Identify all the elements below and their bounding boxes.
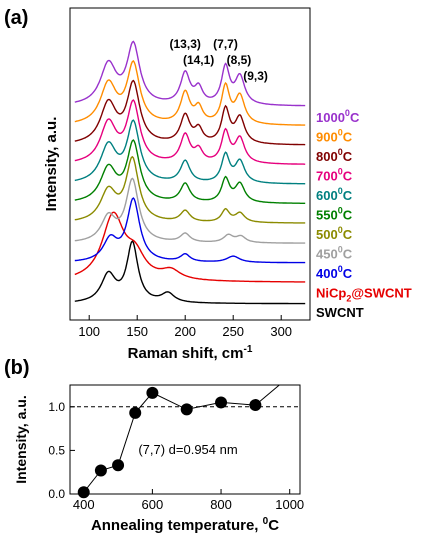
data-line <box>83 385 281 493</box>
data-point <box>77 486 90 499</box>
series-label-name: SWCNT <box>316 305 364 320</box>
spectrum-NiCp <box>74 211 306 283</box>
series-label-sup: 0 <box>338 147 343 157</box>
x-tick-label: 150 <box>126 324 148 339</box>
panel-b-chart: 400 600 800 1000 0.0 0.5 1.0 Annealing temperat… <box>13 384 304 534</box>
spectrum-900 <box>74 60 306 126</box>
x-tick-label: 300 <box>270 324 292 339</box>
series-label-name: NiCp <box>316 286 346 301</box>
series-label-name: 1000 <box>316 110 345 125</box>
y-tick-label: 1.0 <box>48 400 65 414</box>
plot-b-frame <box>69 384 301 495</box>
x-tick-label: 100 <box>78 324 100 339</box>
series-label: 10000C <box>316 108 360 125</box>
peak-annotation: (7,7) <box>213 37 238 51</box>
data-point <box>129 406 142 419</box>
data-point <box>146 386 159 399</box>
spectrum-500 <box>74 155 306 224</box>
series-label: 8000C <box>316 147 353 164</box>
y-tick-label: 0.5 <box>48 443 65 457</box>
data-point <box>94 464 107 477</box>
x-tick-label: 400 <box>73 497 95 512</box>
series-label-sup: 0 <box>338 206 343 216</box>
x-tick-label: 250 <box>222 324 244 339</box>
series-label: 4000C <box>316 264 353 281</box>
series-label-name: 400 <box>316 266 338 281</box>
spectrum-600 <box>74 119 306 185</box>
peak-annotation: (8,5) <box>227 53 252 67</box>
x-axis-label-text: Raman shift, cm <box>128 345 244 362</box>
series-label-sup: 0 <box>338 128 343 138</box>
x-axis-label-rest: C <box>268 517 279 534</box>
series-label-name: 550 <box>316 208 338 223</box>
spectrum-1000 <box>74 40 306 107</box>
x-axis-label-sup: -1 <box>243 344 252 355</box>
y-tick-label: 0.0 <box>48 487 65 501</box>
spectrum-450 <box>74 177 306 244</box>
plot-a-frame <box>69 7 311 321</box>
series-label: 4500C <box>316 245 353 262</box>
spectrum-400 <box>74 197 306 264</box>
panel-a-label: (a) <box>4 7 28 29</box>
series-label-rest: C <box>343 149 353 164</box>
series-label-rest: @SWCNT <box>351 286 411 301</box>
series-label-sup: 0 <box>338 264 343 274</box>
series-label-rest: C <box>343 227 353 242</box>
peak-annotation: (14,1) <box>183 53 214 67</box>
series-label: 9000C <box>316 128 353 145</box>
data-point <box>180 403 193 416</box>
series-label-sub: 2 <box>346 294 351 304</box>
data-point <box>112 459 125 472</box>
series-label-name: 450 <box>316 247 338 262</box>
spectrum-800 <box>74 79 306 146</box>
series-label-sup: 0 <box>338 167 343 177</box>
series-label: 5000C <box>316 225 353 242</box>
series-label-rest: C <box>343 247 353 262</box>
annotation: (7,7) d=0.954 nm <box>138 442 237 457</box>
x-tick-label: 800 <box>210 497 232 512</box>
data-point <box>249 399 262 412</box>
spectrum-700 <box>74 99 306 165</box>
x-tick-label: 1000 <box>275 497 304 512</box>
series-label-sup: 0 <box>338 245 343 255</box>
series-label: SWCNT <box>316 305 364 320</box>
series-label-sup: 0 <box>338 186 343 196</box>
series-label: 5500C <box>316 206 353 223</box>
spectrum-SWCNT <box>74 240 306 305</box>
series-label-rest: C <box>343 266 353 281</box>
x-axis-label-text: Annealing temperature, <box>91 517 263 534</box>
peak-annotation: (13,3) <box>170 37 201 51</box>
x-tick-label: 200 <box>174 324 196 339</box>
series-label: 7000C <box>316 167 353 184</box>
series-label-sup: 0 <box>345 108 350 118</box>
series-label-rest: C <box>343 130 353 145</box>
x-axis-label: Annealing temperature, 0C <box>91 516 279 534</box>
peak-annotation: (9,3) <box>243 69 268 83</box>
series-label: 6000C <box>316 186 353 203</box>
series-label-name: 600 <box>316 188 338 203</box>
series-label-rest: C <box>343 188 353 203</box>
y-axis-label: Intensity, a.u. <box>43 117 60 212</box>
series-label-rest: C <box>343 208 353 223</box>
x-axis-label-sup: 0 <box>263 516 269 527</box>
spectrum-550 <box>74 139 306 204</box>
series-label-rest: C <box>350 110 360 125</box>
series-label-name: 500 <box>316 227 338 242</box>
panel-b-label: (b) <box>4 357 30 379</box>
x-tick-label: 600 <box>142 497 164 512</box>
x-axis-label: Raman shift, cm-1 <box>128 344 253 362</box>
series-label-name: 800 <box>316 149 338 164</box>
series-label-sup: 0 <box>338 225 343 235</box>
data-point <box>215 396 228 409</box>
series-label: NiCp2@SWCNT <box>316 286 412 304</box>
series-label-name: 700 <box>316 169 338 184</box>
series-label-name: 900 <box>316 130 338 145</box>
y-axis-label: Intensity, a.u. <box>13 395 29 483</box>
series-label-rest: C <box>343 169 353 184</box>
